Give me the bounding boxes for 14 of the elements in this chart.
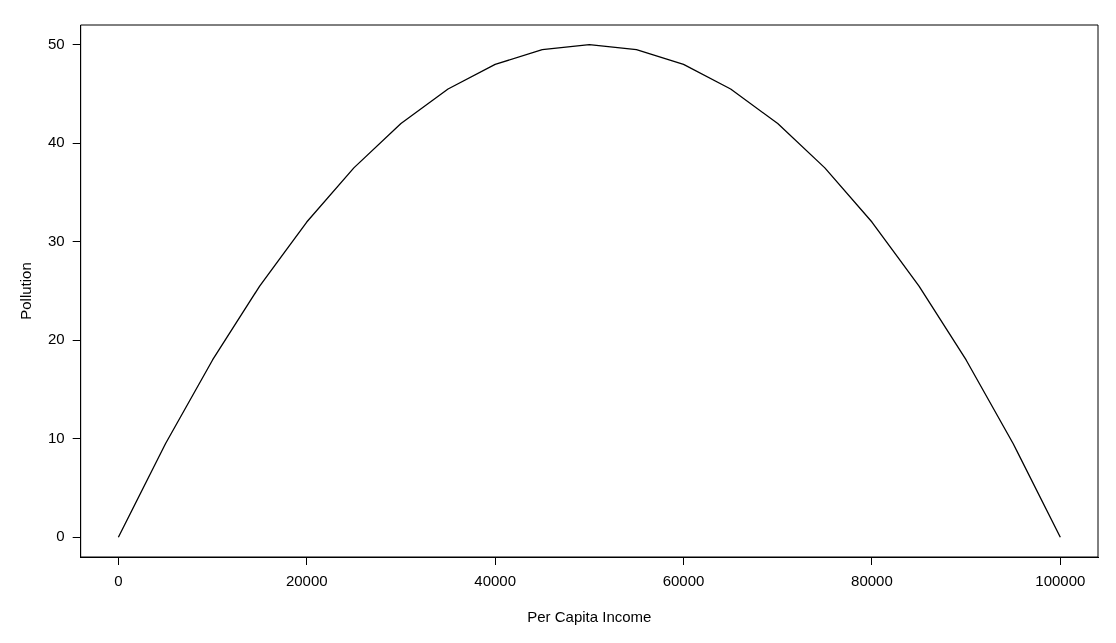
y-tick-label: 20	[48, 330, 65, 348]
y-tick-label: 40	[48, 133, 65, 151]
x-tick-label: 100000	[1035, 572, 1086, 590]
x-tick-label: 60000	[662, 572, 705, 590]
x-axis-title: Per Capita Income	[527, 608, 652, 626]
x-tick-label: 40000	[474, 572, 517, 590]
y-tick-label: 10	[48, 428, 65, 446]
y-axis-title: Pollution	[17, 262, 35, 320]
x-tick-label: 80000	[851, 572, 893, 590]
y-tick-label: 50	[48, 34, 65, 52]
y-tick-label: 0	[56, 527, 65, 545]
x-tick-label: 0	[114, 572, 123, 590]
y-tick-label: 30	[48, 231, 65, 249]
x-tick-label: 20000	[285, 572, 328, 590]
